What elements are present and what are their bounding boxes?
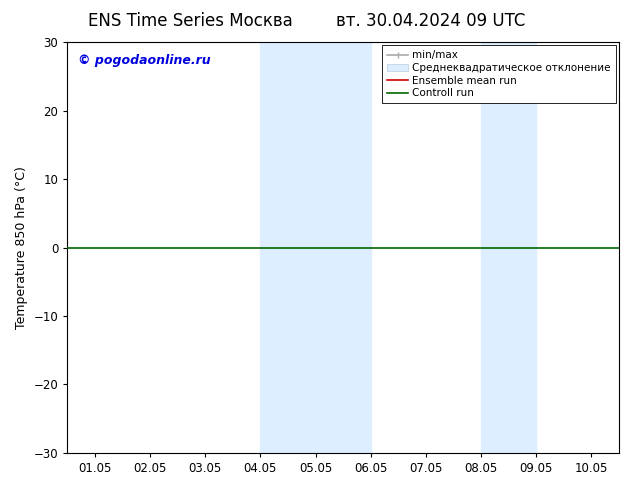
Bar bbox=[481, 42, 536, 453]
Y-axis label: Temperature 850 hPa (°C): Temperature 850 hPa (°C) bbox=[15, 166, 28, 329]
Text: ENS Time Series Москва: ENS Time Series Москва bbox=[88, 12, 292, 30]
Legend: min/max, Среднеквадратическое отклонение, Ensemble mean run, Controll run: min/max, Среднеквадратическое отклонение… bbox=[382, 45, 616, 103]
Bar bbox=[261, 42, 371, 453]
Text: вт. 30.04.2024 09 UTC: вт. 30.04.2024 09 UTC bbox=[337, 12, 526, 30]
Text: © pogodaonline.ru: © pogodaonline.ru bbox=[79, 54, 211, 68]
